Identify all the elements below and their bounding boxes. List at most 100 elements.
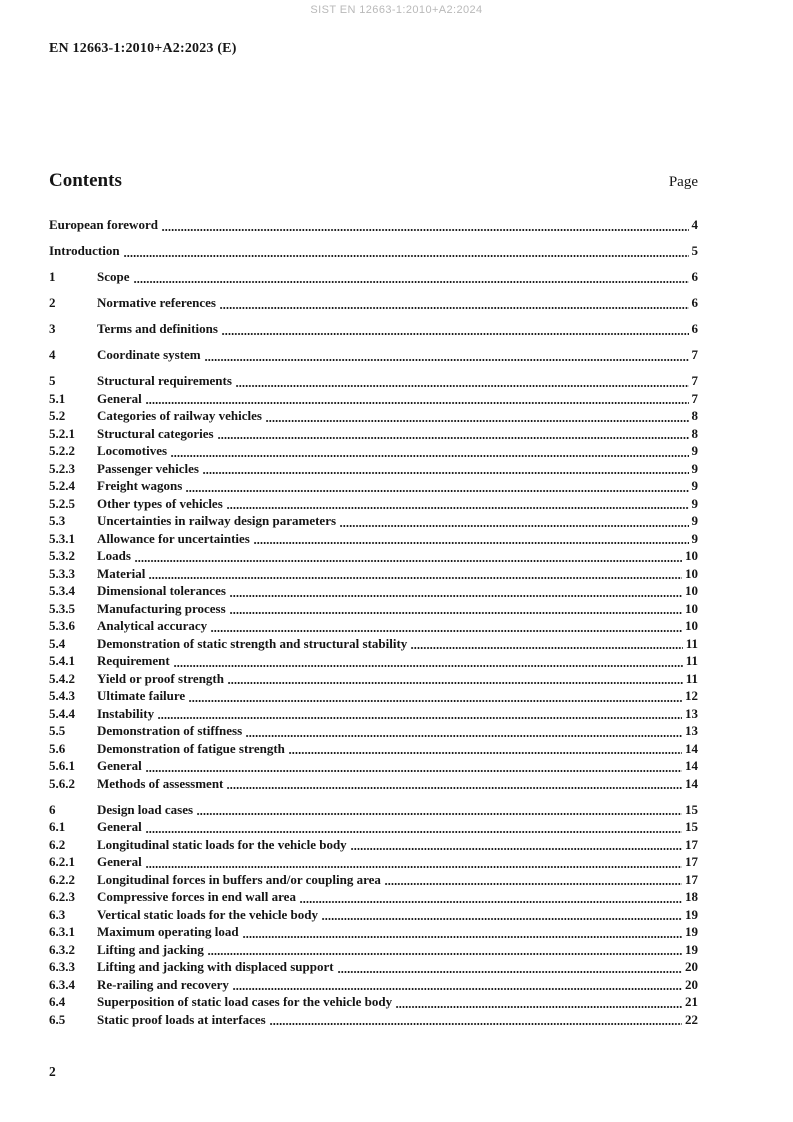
toc-entry[interactable]: 6.5 Static proof loads at interfaces 22 bbox=[49, 1012, 698, 1030]
watermark-text: SIST EN 12663-1:2010+A2:2024 bbox=[310, 4, 483, 16]
toc-entry[interactable]: 5.4.4 Instability 13 bbox=[49, 706, 698, 724]
toc-entry-number: 1 bbox=[49, 269, 56, 284]
toc-entry-number: 5.4.2 bbox=[49, 670, 75, 686]
toc-entry-page: 17 bbox=[685, 854, 698, 869]
toc-entry-title: Structural categories bbox=[97, 425, 214, 441]
toc-entry-number: 5.4.4 bbox=[49, 705, 75, 721]
toc-entry-number: 5.4.1 bbox=[49, 653, 75, 668]
dotted-leader bbox=[211, 628, 682, 633]
toc-entry[interactable]: European foreword 4 bbox=[49, 217, 698, 235]
toc-entry[interactable]: 5.5 Demonstration of stiffness 13 bbox=[49, 723, 698, 741]
toc-entry[interactable]: 5.2.4 Freight wagons 9 bbox=[49, 478, 698, 496]
toc-entry[interactable]: 5 Structural requirements 7 bbox=[49, 373, 698, 391]
toc-entry-title: Other types of vehicles bbox=[97, 495, 223, 511]
toc-entry[interactable]: 5.6.1 General 14 bbox=[49, 758, 698, 776]
toc-entry[interactable]: 5.2.5 Other types of vehicles 9 bbox=[49, 496, 698, 514]
toc-entry[interactable]: 6.2.2 Longitudinal forces in buffers and… bbox=[49, 872, 698, 890]
toc-entry-number: 5.3.6 bbox=[49, 618, 75, 633]
toc-entry-title: European foreword bbox=[49, 217, 158, 232]
toc-entry[interactable]: 6 Design load cases 15 bbox=[49, 802, 698, 820]
toc-entry-title: Categories of railway vehicles bbox=[97, 408, 262, 423]
toc-entry-title: Vertical static loads for the vehicle bo… bbox=[97, 906, 318, 922]
toc-entry-title: Ultimate failure bbox=[97, 688, 186, 703]
toc-entry-number: 6.2.2 bbox=[49, 871, 75, 887]
toc-entry[interactable]: 5.4.2 Yield or proof strength 11 bbox=[49, 671, 698, 689]
toc-entry[interactable]: 6.3 Vertical static loads for the vehicl… bbox=[49, 907, 698, 925]
toc-entry-page: 18 bbox=[685, 889, 698, 904]
toc-entry-page: 20 bbox=[685, 959, 698, 974]
toc-entry-page: 7 bbox=[691, 373, 699, 388]
toc-entry-page: 17 bbox=[685, 836, 698, 852]
toc-entry[interactable]: 6.3.3 Lifting and jacking with displaced… bbox=[49, 959, 698, 977]
toc-entry[interactable]: 6.2.3 Compressive forces in end wall are… bbox=[49, 889, 698, 907]
dotted-leader bbox=[133, 279, 689, 284]
toc-entry[interactable]: 5.4.3 Ultimate failure 12 bbox=[49, 688, 698, 706]
dotted-leader bbox=[204, 357, 689, 362]
dotted-leader bbox=[123, 253, 689, 258]
toc-entry[interactable]: 5.3.1 Allowance for uncertainties 9 bbox=[49, 531, 698, 549]
toc-entry-number: 6.2.1 bbox=[49, 854, 75, 869]
toc-entry[interactable]: 6.3.1 Maximum operating load 19 bbox=[49, 924, 698, 942]
toc-entry-number: 3 bbox=[49, 321, 56, 336]
toc-entry[interactable]: 5.6 Demonstration of fatigue strength 14 bbox=[49, 741, 698, 759]
toc-entry-title: Passenger vehicles bbox=[97, 460, 199, 476]
toc-entry-number: 5.2.3 bbox=[49, 460, 75, 476]
dotted-leader bbox=[145, 829, 682, 834]
toc-entry[interactable]: 5.3.6 Analytical accuracy 10 bbox=[49, 618, 698, 636]
toc-entry-number: 5.1 bbox=[49, 390, 66, 406]
dotted-leader bbox=[189, 698, 682, 703]
toc-entry[interactable]: Introduction 5 bbox=[49, 243, 698, 261]
dotted-leader bbox=[186, 488, 689, 493]
toc-entry-number: 6.3.2 bbox=[49, 941, 75, 957]
toc-entry[interactable]: 5.6.2 Methods of assessment 14 bbox=[49, 776, 698, 794]
toc-entry[interactable]: 4 Coordinate system 7 bbox=[49, 347, 698, 365]
toc-entry-page: 4 bbox=[691, 217, 699, 232]
toc-entry-page: 11 bbox=[685, 670, 698, 686]
dotted-leader bbox=[220, 305, 689, 310]
dotted-leader bbox=[288, 751, 682, 755]
toc-entry-page: 22 bbox=[685, 1011, 698, 1027]
toc-entry[interactable]: 5.3.5 Manufacturing process 10 bbox=[49, 601, 698, 619]
toc-entry[interactable]: 5.2.3 Passenger vehicles 9 bbox=[49, 461, 698, 479]
dotted-leader bbox=[350, 847, 682, 851]
toc-entry[interactable]: 6.3.4 Re-railing and recovery 20 bbox=[49, 977, 698, 995]
toc-entry-title: Yield or proof strength bbox=[97, 670, 224, 686]
toc-entry-number: 5.6 bbox=[49, 740, 66, 756]
toc-entry[interactable]: 5.4.1 Requirement 11 bbox=[49, 653, 698, 671]
dotted-leader bbox=[158, 716, 682, 720]
toc-entry-page: 14 bbox=[685, 775, 698, 791]
toc-entry[interactable]: 5.3.4 Dimensional tolerances 10 bbox=[49, 583, 698, 601]
toc-entry-title: Demonstration of fatigue strength bbox=[97, 740, 285, 756]
toc-entry[interactable]: 6.1 General 15 bbox=[49, 819, 698, 837]
toc-entry[interactable]: 5.2.2 Locomotives 9 bbox=[49, 443, 698, 461]
toc-entry-number: 6.3.4 bbox=[49, 976, 75, 992]
toc-entry[interactable]: 3 Terms and definitions 6 bbox=[49, 321, 698, 339]
toc-entry[interactable]: 6.3.2 Lifting and jacking 19 bbox=[49, 942, 698, 960]
toc-entry-page: 9 bbox=[691, 530, 699, 546]
toc-entry-page: 8 bbox=[691, 408, 699, 423]
toc-entry-page: 20 bbox=[685, 976, 698, 992]
toc-entry[interactable]: 5.1 General 7 bbox=[49, 391, 698, 409]
toc-entry[interactable]: 5.2 Categories of railway vehicles 8 bbox=[49, 408, 698, 426]
toc-entry-title: Demonstration of static strength and str… bbox=[97, 635, 408, 651]
toc-entry-number: 5.2.2 bbox=[49, 443, 75, 458]
toc-entry-page: 17 bbox=[685, 871, 698, 887]
toc-entry[interactable]: 5.3.2 Loads 10 bbox=[49, 548, 698, 566]
toc-entry[interactable]: 5.4 Demonstration of static strength and… bbox=[49, 636, 698, 654]
toc-entry[interactable]: 2 Normative references 6 bbox=[49, 295, 698, 313]
toc-entry[interactable]: 6.4 Superposition of static load cases f… bbox=[49, 994, 698, 1012]
toc-entry-title: General bbox=[97, 758, 142, 773]
dotted-leader bbox=[299, 899, 682, 904]
toc-entry-page: 13 bbox=[685, 723, 698, 738]
toc-entry-number: 6.4 bbox=[49, 994, 66, 1009]
toc-entry[interactable]: 5.2.1 Structural categories 8 bbox=[49, 426, 698, 444]
toc-entry[interactable]: 1 Scope 6 bbox=[49, 269, 698, 287]
toc-entry[interactable]: 6.2 Longitudinal static loads for the ve… bbox=[49, 837, 698, 855]
toc-entry[interactable]: 5.3 Uncertainties in railway design para… bbox=[49, 513, 698, 531]
toc-entry-page: 6 bbox=[691, 269, 699, 284]
toc-entry[interactable]: 6.2.1 General 17 bbox=[49, 854, 698, 872]
dotted-leader bbox=[217, 436, 689, 440]
toc-entry-title: Uncertainties in railway design paramete… bbox=[97, 513, 337, 528]
toc-entry[interactable]: 5.3.3 Material 10 bbox=[49, 566, 698, 584]
toc-entry-page: 9 bbox=[691, 443, 699, 458]
